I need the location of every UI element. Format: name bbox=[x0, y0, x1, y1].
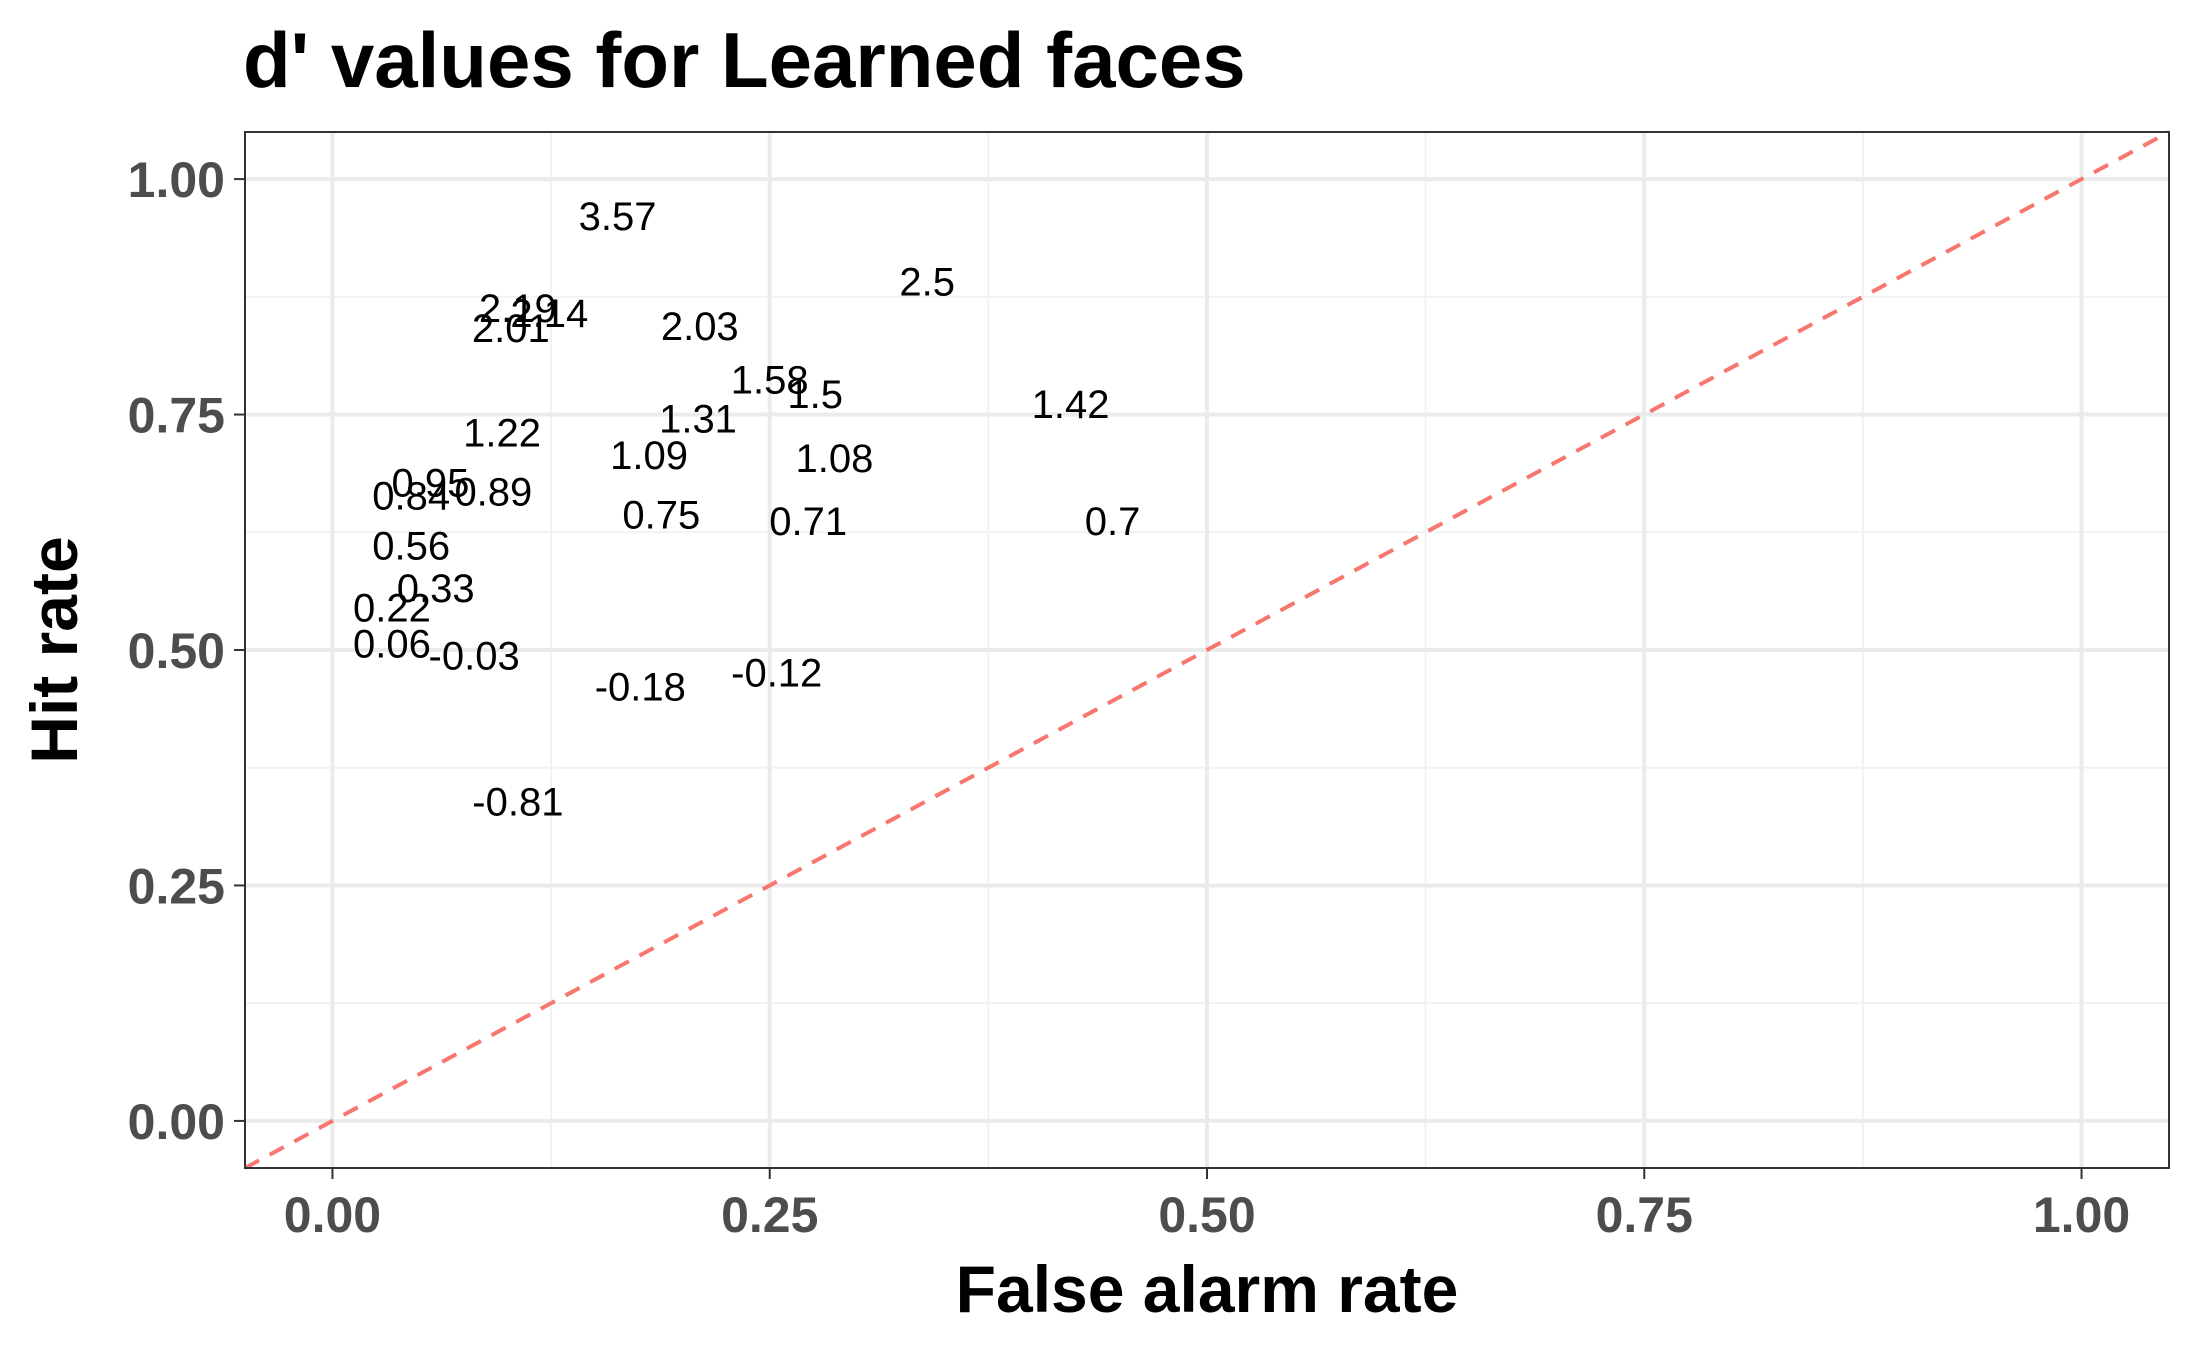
chart-title: d' values for Learned faces bbox=[243, 16, 1246, 104]
point-label: 1.08 bbox=[796, 437, 874, 481]
reference-line-layer bbox=[244, 130, 2170, 1170]
x-axis-label: False alarm rate bbox=[956, 1252, 1459, 1326]
point-label: 2.19 bbox=[479, 287, 557, 331]
y-axis-label: Hit rate bbox=[17, 536, 91, 763]
y-tick-label: 0.00 bbox=[128, 1094, 225, 1150]
x-axis: 0.00 0.25 0.50 0.75 1.00 bbox=[284, 1168, 2130, 1243]
point-label: -0.18 bbox=[595, 666, 686, 710]
point-label: 0.95 bbox=[391, 461, 469, 505]
point-label: 1.42 bbox=[1032, 383, 1110, 427]
point-label: 0.75 bbox=[622, 493, 700, 537]
y-tick-label: 0.25 bbox=[128, 858, 225, 914]
point-label: 1.58 bbox=[731, 359, 809, 403]
point-label: 0.56 bbox=[372, 524, 450, 568]
point-label: -0.03 bbox=[429, 635, 520, 679]
y-axis: 0.00 0.25 0.50 0.75 1.00 bbox=[128, 152, 245, 1150]
point-label: 2.01 bbox=[472, 307, 550, 351]
point-label: 1.31 bbox=[659, 397, 737, 441]
point-label: 2.5 bbox=[899, 261, 955, 305]
point-labels: 3.572.52.192.14 2.032.011.581.5 1.421.311.… bbox=[353, 195, 1140, 825]
x-tick-label: 0.00 bbox=[284, 1187, 381, 1243]
point-label: 1.09 bbox=[610, 434, 688, 478]
x-tick-label: 0.25 bbox=[721, 1187, 818, 1243]
reference-diagonal-line bbox=[244, 130, 2170, 1170]
y-tick-label: 0.50 bbox=[128, 623, 225, 679]
point-label: 0.71 bbox=[769, 500, 847, 544]
point-label: -0.81 bbox=[472, 781, 563, 825]
x-tick-label: 1.00 bbox=[2033, 1187, 2130, 1243]
point-label: 1.22 bbox=[463, 411, 541, 455]
point-label: 0.06 bbox=[353, 622, 431, 666]
y-tick-label: 1.00 bbox=[128, 152, 225, 208]
point-label: 1.5 bbox=[787, 373, 843, 417]
x-tick-label: 0.50 bbox=[1158, 1187, 1255, 1243]
point-label: 3.57 bbox=[579, 195, 657, 239]
point-label: 0.22 bbox=[353, 587, 431, 631]
point-label: 0.33 bbox=[397, 567, 475, 611]
point-label: 0.7 bbox=[1085, 500, 1141, 544]
x-tick-label: 0.75 bbox=[1596, 1187, 1693, 1243]
point-label: -0.12 bbox=[731, 652, 822, 696]
point-label: 2.14 bbox=[510, 292, 588, 336]
point-label: 0.84 bbox=[372, 474, 450, 518]
point-label: 0.89 bbox=[454, 471, 532, 515]
point-label: 2.03 bbox=[661, 305, 739, 349]
y-tick-label: 0.75 bbox=[128, 388, 225, 444]
